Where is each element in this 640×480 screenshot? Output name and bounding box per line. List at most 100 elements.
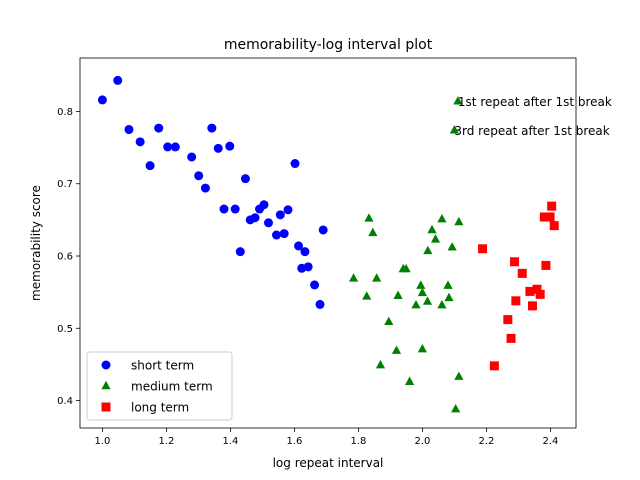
- point-medium-term: [453, 96, 463, 105]
- point-short-term: [263, 218, 273, 228]
- point-medium-term: [427, 224, 437, 234]
- point-medium-term: [405, 376, 415, 385]
- point-medium-term: [375, 359, 386, 369]
- point-short-term: [200, 183, 210, 193]
- point-short-term: [170, 142, 180, 152]
- point-long-term: [525, 286, 535, 296]
- legend-marker-medium-term: [101, 380, 111, 390]
- point-short-term: [135, 137, 145, 147]
- point-medium-term: [451, 404, 461, 413]
- point-long-term: [539, 212, 549, 222]
- point-short-term: [250, 213, 260, 223]
- point-medium-term: [393, 290, 403, 299]
- point-short-term: [318, 225, 328, 235]
- x-axis: 1.0 1.2 1.4 1.6 1.8 2.0 2.2 2.4: [94, 428, 558, 447]
- point-short-term: [303, 262, 313, 272]
- point-short-term: [207, 123, 217, 133]
- point-medium-term: [437, 299, 447, 309]
- legend-label-long-term: long term: [131, 401, 189, 415]
- y-tick-label: 0.8: [57, 107, 73, 118]
- y-tick-label: 0.6: [57, 252, 73, 263]
- point-long-term: [506, 333, 516, 343]
- point-medium-term: [368, 227, 378, 237]
- point-long-term: [511, 296, 521, 306]
- point-short-term: [124, 125, 134, 135]
- point-long-term: [541, 260, 551, 270]
- y-tick-label: 0.5: [57, 324, 73, 335]
- point-medium-term: [384, 316, 394, 325]
- point-short-term: [275, 210, 285, 220]
- data-marks: [97, 75, 559, 413]
- point-short-term: [290, 159, 300, 169]
- x-tick-label: 1.2: [158, 436, 174, 447]
- point-medium-term: [422, 296, 433, 305]
- point-short-term: [310, 280, 320, 290]
- point-short-term: [315, 299, 325, 309]
- point-short-term: [230, 204, 240, 214]
- point-medium-term: [372, 273, 382, 282]
- point-short-term: [113, 75, 123, 85]
- point-medium-term: [417, 287, 427, 297]
- point-short-term: [300, 247, 310, 257]
- x-tick-label: 1.4: [222, 436, 238, 447]
- point-long-term: [547, 201, 557, 211]
- point-long-term: [489, 361, 499, 371]
- point-short-term: [225, 141, 235, 151]
- point-short-term: [235, 247, 245, 257]
- annotation-label: 1st repeat after 1st break: [458, 95, 612, 109]
- point-long-term: [510, 257, 520, 267]
- point-short-term: [97, 95, 107, 105]
- point-long-term: [549, 221, 559, 231]
- annotations: 1st repeat after 1st break 3rd repeat aft…: [454, 95, 611, 138]
- point-short-term: [279, 229, 289, 239]
- point-short-term: [213, 143, 223, 153]
- legend-box: [86, 351, 233, 421]
- point-short-term: [187, 152, 197, 162]
- point-medium-term: [401, 263, 411, 273]
- point-medium-term: [416, 280, 426, 289]
- point-medium-term: [391, 345, 402, 354]
- annotation-label: 3rd repeat after 1st break: [454, 124, 609, 138]
- y-axis: 0.4 0.5 0.6 0.7 0.8: [57, 107, 80, 407]
- point-short-term: [194, 171, 204, 181]
- point-medium-term: [454, 371, 464, 380]
- chart-title: memorability-log interval plot: [224, 37, 433, 53]
- point-short-term: [145, 161, 155, 171]
- point-medium-term: [437, 213, 447, 223]
- point-medium-term: [443, 280, 453, 289]
- point-medium-term: [349, 273, 359, 282]
- point-short-term: [219, 204, 229, 214]
- point-medium-term: [454, 216, 464, 226]
- point-long-term: [527, 301, 537, 311]
- point-long-term: [503, 315, 513, 325]
- point-short-term: [294, 241, 304, 251]
- legend-marker-short-term: [101, 360, 111, 370]
- y-tick-label: 0.4: [57, 396, 73, 407]
- point-long-term: [517, 268, 527, 278]
- point-medium-term: [364, 213, 374, 222]
- point-long-term: [478, 244, 488, 254]
- point-long-term: [545, 212, 555, 222]
- legend-marker-long-term: [101, 402, 111, 412]
- x-axis-label: log repeat interval: [273, 456, 384, 470]
- point-short-term: [283, 205, 293, 215]
- x-tick-label: 1.8: [350, 436, 366, 447]
- point-medium-term: [423, 245, 433, 255]
- point-medium-term: [449, 125, 459, 134]
- y-tick-label: 0.7: [57, 179, 73, 190]
- legend-label-short-term: short term: [131, 359, 194, 373]
- point-medium-term: [362, 291, 372, 300]
- legend: short term medium term long term: [86, 351, 233, 421]
- x-tick-label: 1.0: [94, 436, 110, 447]
- point-short-term: [240, 174, 250, 184]
- point-short-term: [259, 200, 269, 210]
- point-short-term: [271, 230, 281, 240]
- x-tick-label: 2.0: [414, 436, 430, 447]
- axes-frame: [79, 57, 577, 429]
- point-medium-term: [417, 344, 427, 353]
- y-axis-label: memorability score: [29, 185, 43, 301]
- legend-label-medium-term: medium term: [131, 380, 213, 394]
- point-medium-term: [447, 242, 457, 251]
- point-short-term: [163, 142, 173, 152]
